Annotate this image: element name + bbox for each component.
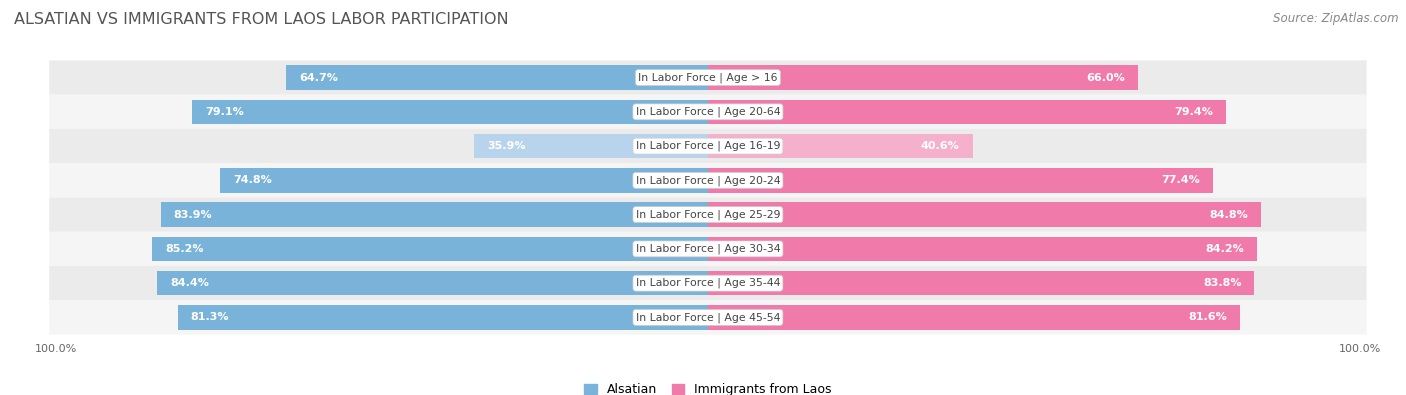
- Text: In Labor Force | Age 20-64: In Labor Force | Age 20-64: [636, 107, 780, 117]
- Text: 85.2%: 85.2%: [166, 244, 204, 254]
- Bar: [709, 237, 1257, 261]
- Text: In Labor Force | Age 20-24: In Labor Force | Age 20-24: [636, 175, 780, 186]
- FancyBboxPatch shape: [49, 266, 1367, 300]
- Bar: [474, 134, 709, 158]
- Text: In Labor Force | Age 45-54: In Labor Force | Age 45-54: [636, 312, 780, 323]
- Text: 40.6%: 40.6%: [921, 141, 960, 151]
- Text: 74.8%: 74.8%: [233, 175, 271, 185]
- Text: In Labor Force | Age > 16: In Labor Force | Age > 16: [638, 72, 778, 83]
- Text: 66.0%: 66.0%: [1087, 73, 1125, 83]
- Bar: [157, 271, 709, 295]
- FancyBboxPatch shape: [49, 163, 1367, 198]
- Text: 77.4%: 77.4%: [1161, 175, 1199, 185]
- FancyBboxPatch shape: [49, 300, 1367, 335]
- FancyBboxPatch shape: [49, 232, 1367, 266]
- Bar: [221, 168, 709, 193]
- Bar: [177, 305, 709, 330]
- Bar: [193, 100, 709, 124]
- Bar: [160, 202, 709, 227]
- Text: In Labor Force | Age 35-44: In Labor Force | Age 35-44: [636, 278, 780, 288]
- Text: 81.3%: 81.3%: [191, 312, 229, 322]
- Text: Source: ZipAtlas.com: Source: ZipAtlas.com: [1274, 12, 1399, 25]
- Text: 35.9%: 35.9%: [486, 141, 526, 151]
- Text: In Labor Force | Age 30-34: In Labor Force | Age 30-34: [636, 244, 780, 254]
- Bar: [152, 237, 709, 261]
- FancyBboxPatch shape: [49, 129, 1367, 163]
- Bar: [709, 65, 1139, 90]
- Legend: Alsatian, Immigrants from Laos: Alsatian, Immigrants from Laos: [583, 383, 832, 395]
- Bar: [709, 134, 973, 158]
- Text: 83.9%: 83.9%: [174, 210, 212, 220]
- Bar: [709, 305, 1240, 330]
- Bar: [285, 65, 709, 90]
- Text: 83.8%: 83.8%: [1204, 278, 1241, 288]
- FancyBboxPatch shape: [49, 95, 1367, 129]
- Text: In Labor Force | Age 16-19: In Labor Force | Age 16-19: [636, 141, 780, 151]
- Text: 64.7%: 64.7%: [299, 73, 337, 83]
- Text: 79.1%: 79.1%: [205, 107, 243, 117]
- Bar: [709, 271, 1254, 295]
- Bar: [709, 168, 1213, 193]
- Bar: [709, 202, 1261, 227]
- FancyBboxPatch shape: [49, 198, 1367, 232]
- Text: 84.8%: 84.8%: [1209, 210, 1249, 220]
- Text: 79.4%: 79.4%: [1174, 107, 1213, 117]
- Text: 84.4%: 84.4%: [170, 278, 209, 288]
- Text: 84.2%: 84.2%: [1205, 244, 1244, 254]
- FancyBboxPatch shape: [49, 60, 1367, 95]
- Text: 81.6%: 81.6%: [1188, 312, 1227, 322]
- Text: In Labor Force | Age 25-29: In Labor Force | Age 25-29: [636, 209, 780, 220]
- Bar: [709, 100, 1226, 124]
- Text: ALSATIAN VS IMMIGRANTS FROM LAOS LABOR PARTICIPATION: ALSATIAN VS IMMIGRANTS FROM LAOS LABOR P…: [14, 12, 509, 27]
